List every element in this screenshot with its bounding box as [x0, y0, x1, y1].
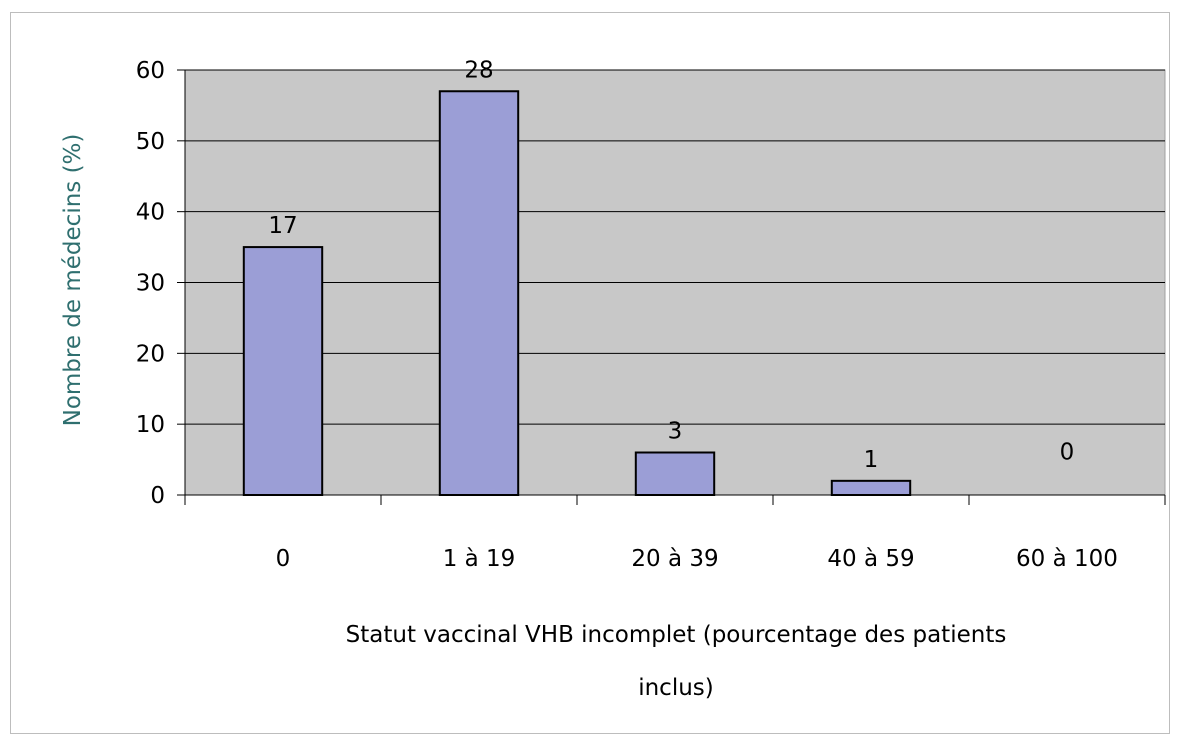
bars	[242, 90, 912, 497]
x-tick-labels: 0 1 à 19 20 à 39 40 à 59 60 à 100	[276, 546, 1118, 572]
x-axis-title-line-2: inclus)	[638, 675, 714, 701]
x-tick-label: 20 à 39	[631, 546, 718, 572]
bar	[830, 479, 912, 497]
x-tick-label: 60 à 100	[1016, 546, 1118, 572]
data-label: 1	[864, 447, 879, 473]
y-tick-label: 20	[136, 341, 165, 367]
y-tick-label: 60	[136, 58, 165, 84]
data-label: 17	[268, 213, 297, 239]
data-label: 3	[668, 419, 683, 445]
axes	[177, 69, 1166, 505]
y-tick-label: 30	[136, 271, 165, 297]
y-tick-label: 50	[136, 129, 165, 155]
y-tick-label: 40	[136, 200, 165, 226]
y-tick-labels: 0 10 20 30 40 50 60	[136, 58, 165, 509]
y-axis-title: Nombre de médecins (%)	[60, 134, 86, 427]
data-labels: 17 28 3 1 0	[268, 57, 1074, 473]
bar	[242, 246, 324, 496]
y-tick-label: 10	[136, 412, 165, 438]
x-tick-label: 0	[276, 546, 291, 572]
x-tick-label: 1 à 19	[443, 546, 516, 572]
data-label: 28	[464, 57, 493, 83]
x-axis-title-line-1: Statut vaccinal VHB incomplet (pourcenta…	[346, 622, 1007, 648]
bar	[438, 90, 520, 496]
y-tick-label: 0	[150, 483, 165, 509]
gridlines	[185, 69, 1165, 425]
bar	[634, 451, 716, 496]
x-tick-label: 40 à 59	[827, 546, 914, 572]
data-label: 0	[1060, 440, 1075, 466]
